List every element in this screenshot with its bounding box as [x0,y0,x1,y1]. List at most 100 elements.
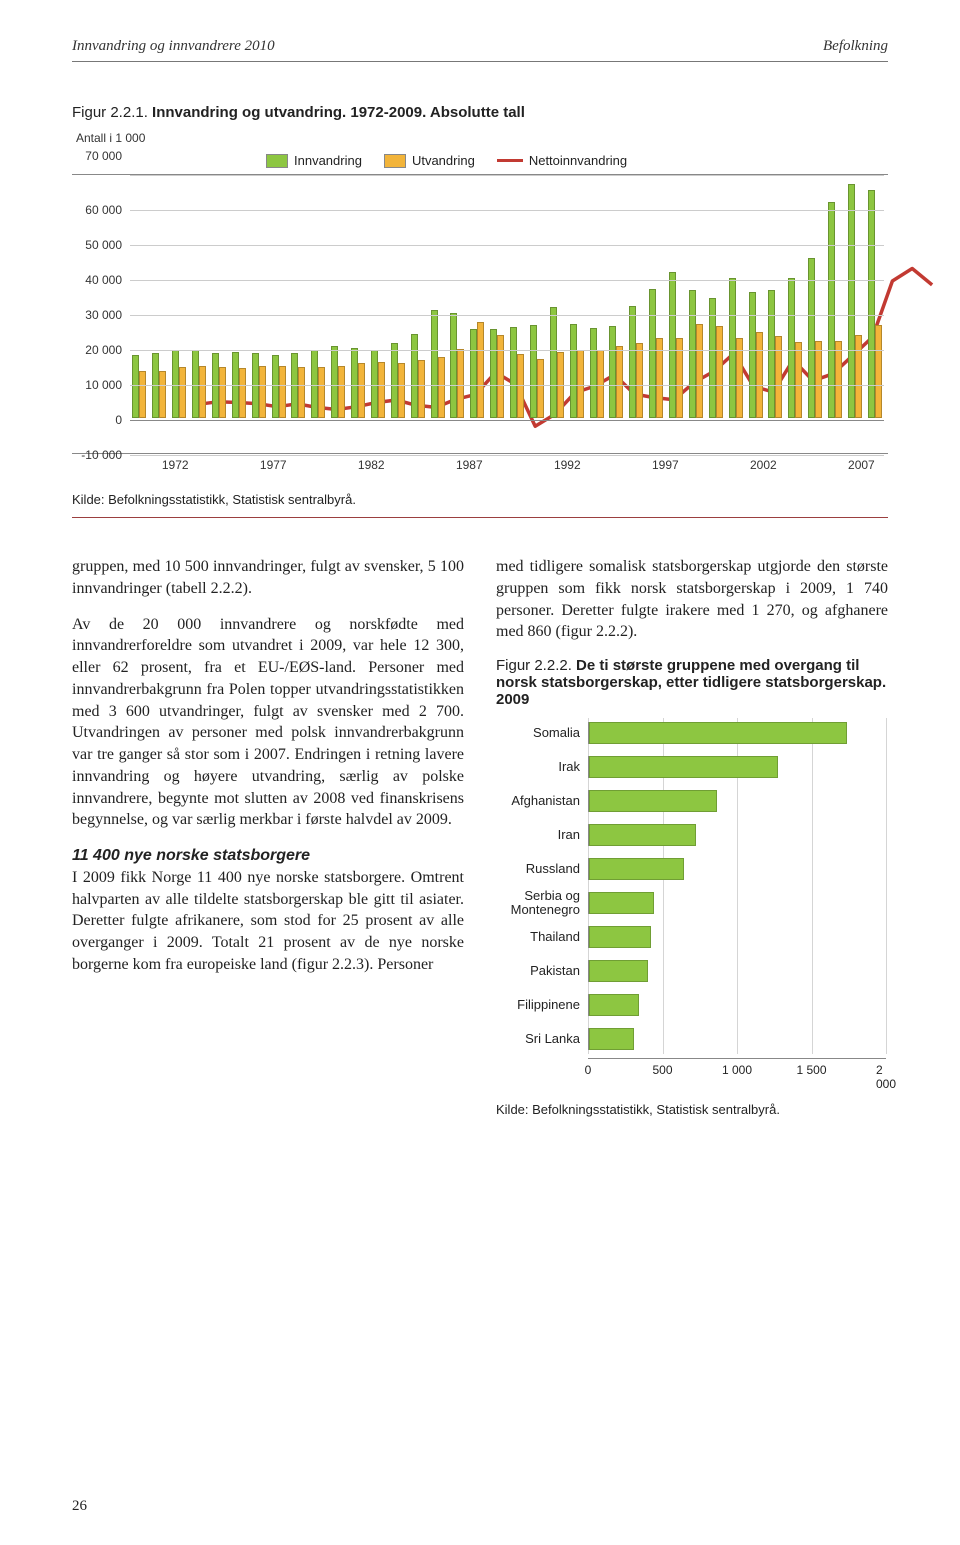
bar-innvandring [371,350,378,418]
hbar-row: Serbia og Montenegro [496,888,886,918]
x-tick-label: 2002 [750,458,777,472]
hbar-label: Filippinene [496,998,588,1012]
hbar-row: Russland [496,854,886,884]
figure2-gridline [886,718,887,1054]
bar-utvandring [835,341,842,418]
figure1-ytop: 70 000 [72,149,126,163]
y-tick-label: 60 000 [85,203,122,217]
legend-item: Innvandring [266,153,362,168]
y-tick-label: 10 000 [85,378,122,392]
page-header: Innvandring og innvandrere 2010 Befolkni… [72,38,888,55]
bar-innvandring [351,348,358,418]
figure1-chart: Antall i 1 000 70 000 Innvandring Utvandr… [72,131,888,478]
hbar-track [588,722,886,744]
bar-innvandring [590,328,597,418]
hbar-row: Afghanistan [496,786,886,816]
legend-swatch [384,154,406,168]
figure2-number: Figur 2.2.2. [496,657,572,674]
bar-utvandring [378,362,385,418]
hbar-fill [589,722,847,744]
bar-utvandring [775,336,782,418]
hbar-label: Sri Lanka [496,1032,588,1046]
figure1-plot: 60 00050 00040 00030 00020 00010 0000-10… [72,174,888,454]
bar-utvandring [139,371,146,418]
hbar-label: Pakistan [496,964,588,978]
bar-innvandring [848,184,855,418]
left-column: gruppen, med 10 500 innvandringer, fulgt… [72,556,464,1127]
hbar-row: Somalia [496,718,886,748]
bar-innvandring [132,355,139,418]
hbar-label: Russland [496,862,588,876]
legend-label: Innvandring [294,153,362,168]
x-tick-label: 1992 [554,458,581,472]
hbar-row: Sri Lanka [496,1024,886,1054]
x-tick-label: 1987 [456,458,483,472]
hbar-fill [589,790,717,812]
gridline [130,175,884,176]
bar-utvandring [875,325,882,418]
bar-innvandring [729,278,736,418]
hbar-label: Iran [496,828,588,842]
figure2-xaxis: 05001 0001 5002 000 [588,1058,886,1080]
gridline [130,420,884,421]
legend-swatch [497,159,523,162]
figure1-yaxis-title: Antall i 1 000 [76,131,888,145]
left-p3: I 2009 fikk Norge 11 400 nye norske stat… [72,867,464,976]
gridline [130,245,884,246]
gridline [130,455,884,456]
figure1-legend: InnvandringUtvandringNettoinnvandring [266,153,627,168]
x-tick-label: 1982 [358,458,385,472]
y-tick-label: 40 000 [85,273,122,287]
hbar-track [588,790,886,812]
bar-innvandring [570,324,577,418]
bar-innvandring [868,190,875,418]
bar-utvandring [318,367,325,418]
hbar-fill [589,824,696,846]
figure1-xticks: 19721977198219871992199720022007 [72,458,888,478]
figure1-title: Innvandring og utvandring. 1972-2009. Ab… [148,104,525,121]
bar-innvandring [649,289,656,418]
figure1-number: Figur 2.2.1. [72,104,148,121]
left-p2: Av de 20 000 innvandrere og norskfødte m… [72,614,464,832]
gridline [130,210,884,211]
bar-utvandring [756,332,763,418]
bar-utvandring [457,349,464,418]
bar-utvandring [497,335,504,418]
hbar-label: Somalia [496,726,588,740]
bar-innvandring [331,346,338,418]
bar-utvandring [795,342,802,418]
hbar-row: Thailand [496,922,886,952]
header-rule [72,61,888,62]
bar-utvandring [338,366,345,418]
bar-innvandring [411,334,418,418]
bar-utvandring [159,371,166,418]
hbar-label: Irak [496,760,588,774]
bar-innvandring [490,329,497,418]
bar-utvandring [517,354,524,418]
bar-utvandring [636,343,643,418]
figure2-xtick: 0 [585,1063,592,1077]
hbar-row: Iran [496,820,886,850]
bar-innvandring [470,329,477,418]
bar-utvandring [398,363,405,418]
hbar-fill [589,892,654,914]
x-tick-label: 1977 [260,458,287,472]
bar-innvandring [510,327,517,418]
bar-utvandring [279,366,286,419]
hbar-track [588,756,886,778]
right-column: med tidligere somalisk statsborgerskap u… [496,556,888,1127]
bar-innvandring [450,313,457,418]
figure2-xtick: 1 500 [796,1063,826,1077]
hbar-track [588,892,886,914]
figure2-chart: Somalia Irak Afghanistan Iran Russland Serbia… [496,718,886,1098]
figure2-rows: Somalia Irak Afghanistan Iran Russland Serbia… [496,718,886,1054]
legend-item: Utvandring [384,153,475,168]
bar-utvandring [716,326,723,418]
hbar-fill [589,994,639,1016]
bar-utvandring [855,335,862,418]
figure1-source: Kilde: Befolkningsstatistikk, Statistisk… [72,492,888,507]
right-p1: med tidligere somalisk statsborgerskap u… [496,556,888,643]
figure1-ylabels: 60 00050 00040 00030 00020 00010 0000-10… [72,175,126,453]
body-columns: gruppen, med 10 500 innvandringer, fulgt… [72,556,888,1127]
figure1-caption: Figur 2.2.1. Innvandring og utvandring. … [72,104,888,121]
